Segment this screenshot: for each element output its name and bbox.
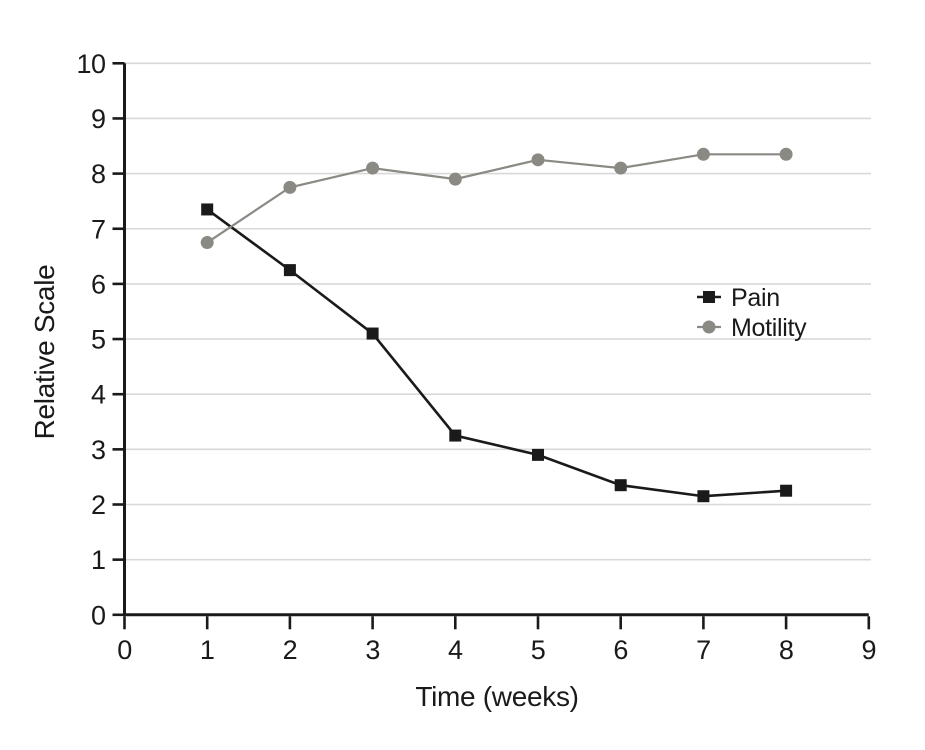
y-tick-label: 6	[91, 269, 106, 299]
x-axis-title: Time (weeks)	[415, 681, 578, 712]
legend-label-motility: Motility	[731, 314, 807, 342]
x-tick-label: 8	[779, 635, 794, 665]
data-point-marker	[200, 236, 214, 250]
x-tick-label: 5	[531, 635, 546, 665]
x-tick-label: 9	[862, 635, 877, 665]
data-point-marker	[614, 161, 628, 175]
data-point-marker	[448, 172, 462, 186]
x-tick-label: 2	[283, 635, 298, 665]
data-point-marker	[532, 448, 544, 461]
tick-labels: 0 1 2 3 4 5 6 7 8 9 10 0 1 2 3 4 5 6 7 8 9	[76, 49, 876, 665]
tick-marks	[112, 61, 871, 630]
data-point-marker	[201, 203, 214, 216]
data-point-marker	[779, 147, 793, 161]
y-axis-title: Relative Scale	[29, 265, 60, 440]
y-tick-label: 5	[91, 325, 106, 355]
data-series	[200, 147, 793, 503]
legend: Pain Motility	[697, 284, 807, 342]
data-point-marker	[780, 484, 793, 497]
data-point-marker	[366, 327, 379, 340]
y-tick-label: 2	[91, 490, 106, 520]
data-point-marker	[696, 147, 710, 161]
motility-circle-marker-icon	[697, 320, 721, 334]
data-point-marker	[449, 429, 462, 442]
x-tick-label: 3	[365, 635, 380, 665]
data-point-marker	[283, 264, 296, 277]
y-tick-label: 3	[91, 435, 106, 465]
data-point-marker	[283, 180, 297, 194]
legend-label-pain: Pain	[731, 284, 780, 312]
data-point-marker	[366, 161, 380, 175]
data-point-marker	[531, 153, 545, 167]
series-pain	[201, 203, 793, 503]
y-tick-label: 1	[91, 545, 106, 575]
series-motility	[200, 147, 793, 250]
x-tick-label: 7	[696, 635, 711, 665]
x-tick-label: 4	[448, 635, 463, 665]
x-tick-label: 6	[613, 635, 628, 665]
y-tick-label: 8	[91, 159, 106, 189]
gridlines	[124, 62, 871, 561]
x-tick-label: 0	[117, 635, 132, 665]
y-tick-label: 9	[91, 104, 106, 134]
y-tick-label: 0	[91, 600, 106, 630]
y-tick-label: 7	[91, 214, 106, 244]
y-tick-label: 4	[91, 380, 106, 410]
pain-square-marker-icon	[697, 291, 721, 303]
y-tick-label: 10	[76, 49, 105, 79]
data-point-marker	[697, 490, 710, 503]
x-tick-label: 1	[200, 635, 215, 665]
data-point-marker	[614, 479, 627, 492]
